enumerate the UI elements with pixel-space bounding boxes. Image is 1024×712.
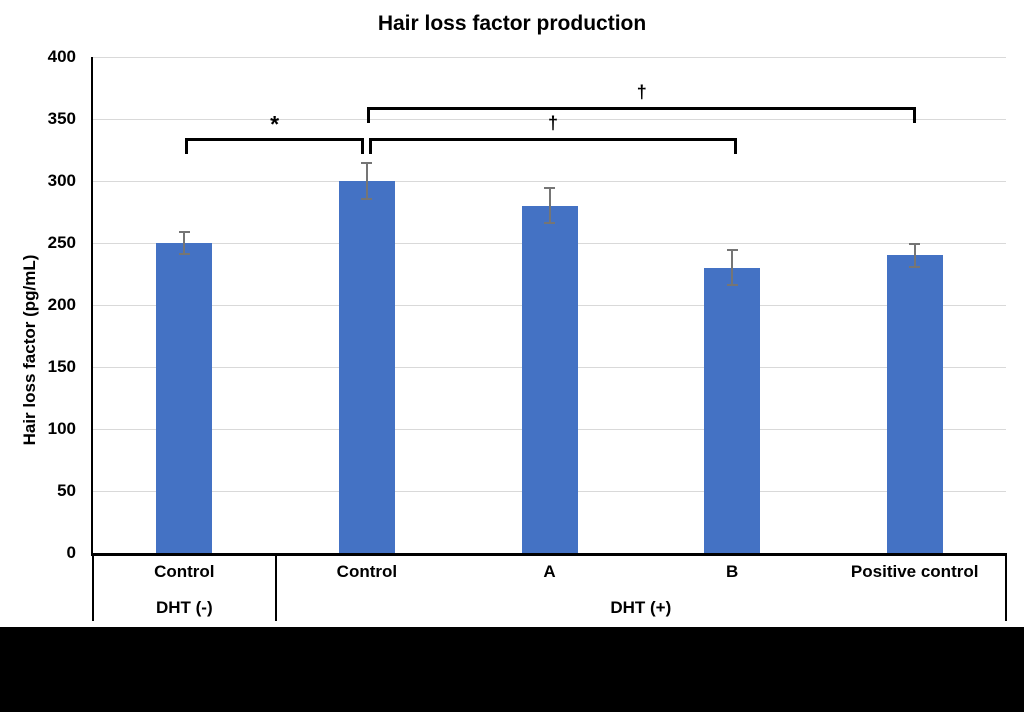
error-bar-cap-bottom-4 [909,265,921,268]
error-bar-line-2 [548,187,551,225]
x-category-label-0: Control [154,562,215,581]
sig-bracket-1 [369,137,737,154]
x-group-label-0: DHT (-) [155,598,213,617]
x-axis-group-divider-0 [92,553,94,621]
sig-label-1: † [547,112,558,133]
bar-1 [338,181,395,553]
bar-2 [521,205,578,553]
bar-4 [886,255,943,553]
black-footer-band [0,627,1024,712]
error-bar-cap-bottom-3 [726,284,738,287]
chart-title: Hair loss factor production [377,12,647,35]
y-tick-label: 150 [47,357,76,376]
y-tick-label: 0 [66,543,76,562]
y-tick-label: 50 [57,481,76,500]
y-tick-label: 200 [47,295,76,314]
error-bar-line-4 [913,243,916,268]
y-tick-label: 300 [47,171,76,190]
error-bar-line-1 [365,162,368,200]
sig-bracket-2 [367,106,917,123]
bar-0 [156,243,213,553]
x-category-label-1: Control [336,562,398,581]
y-tick-label: 100 [47,419,76,438]
bar-3 [704,267,761,553]
gridline [93,180,1006,182]
error-bar-cap-bottom-1 [361,197,373,200]
gridline [93,56,1006,58]
x-group-label-1: DHT (+) [610,598,672,617]
y-axis-line [91,57,93,553]
x-axis-line [91,553,1006,556]
error-bar-cap-bottom-2 [544,222,555,225]
error-bar-cap-top-1 [361,162,373,165]
error-bar-line-3 [731,249,734,287]
gridline [93,118,1006,120]
x-axis-group-divider-2 [1005,553,1007,621]
x-axis-group-divider-1 [274,553,277,621]
error-bar-line-0 [183,230,186,256]
y-tick-label: 250 [47,233,76,252]
y-axis-title: Hair loss factor (pg/mL) [20,254,39,446]
y-tick-label: 350 [47,109,76,128]
sig-label-0: * [270,110,280,137]
error-bar-cap-top-4 [909,243,921,245]
error-bar-cap-top-2 [544,187,555,190]
x-category-label-3: B [725,562,739,581]
error-bar-cap-top-0 [178,230,190,233]
sig-bracket-0 [184,137,365,154]
sig-label-2: † [636,81,647,102]
x-category-label-4: Positive control [850,562,979,581]
x-category-label-2: A [543,562,556,581]
error-bar-cap-bottom-0 [178,253,190,256]
y-tick-label: 400 [47,47,76,66]
error-bar-cap-top-3 [726,249,738,252]
